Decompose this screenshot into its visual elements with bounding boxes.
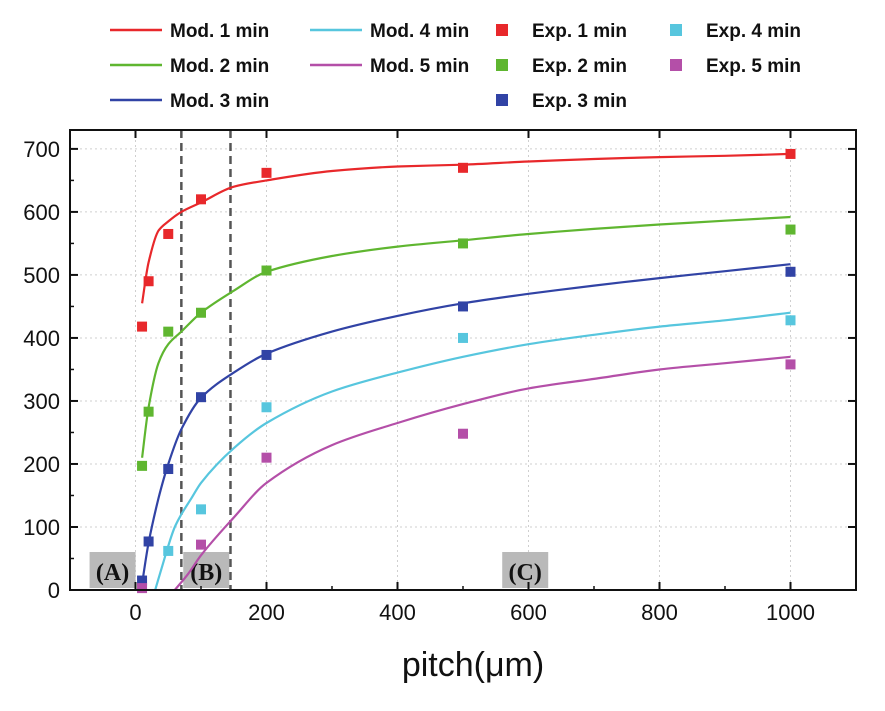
legend-label: Exp. 3 min bbox=[532, 91, 627, 112]
model-series-line-2 bbox=[141, 215, 791, 458]
region-label: (A) bbox=[96, 560, 129, 586]
region-label: (C) bbox=[509, 560, 542, 586]
exp-point-2 bbox=[785, 224, 796, 235]
exp-point-4 bbox=[458, 332, 468, 343]
exp-point-4 bbox=[163, 545, 174, 556]
region-label-box bbox=[89, 552, 136, 588]
y-tick-label: 500 bbox=[23, 263, 60, 288]
y-tick-label: 700 bbox=[23, 137, 60, 162]
exp-point-2 bbox=[261, 265, 272, 276]
legend-marker-5 bbox=[670, 59, 682, 71]
exp-point-4 bbox=[196, 504, 206, 515]
legend-label: Exp. 2 min bbox=[532, 56, 627, 77]
exp-point-1 bbox=[143, 276, 154, 287]
model-series-line-5 bbox=[173, 355, 791, 591]
legend-label: Mod. 4 min bbox=[370, 21, 469, 42]
x-tick-label: 0 bbox=[129, 600, 141, 625]
exp-point-3 bbox=[458, 301, 468, 312]
exp-point-1 bbox=[458, 162, 468, 173]
exp-point-1 bbox=[196, 194, 206, 205]
exp-point-2 bbox=[137, 460, 148, 471]
exp-point-5 bbox=[261, 452, 272, 463]
exp-point-3 bbox=[196, 392, 206, 403]
legend-label: Exp. 1 min bbox=[532, 21, 627, 42]
exp-point-3 bbox=[261, 349, 272, 360]
exp-point-3 bbox=[785, 266, 796, 277]
exp-point-3 bbox=[137, 575, 148, 586]
exp-point-1 bbox=[261, 167, 272, 178]
y-tick-label: 400 bbox=[23, 326, 60, 351]
exp-point-3 bbox=[143, 536, 154, 547]
exp-point-1 bbox=[163, 228, 174, 239]
x-tick-label: 400 bbox=[379, 600, 416, 625]
exp-point-5 bbox=[458, 428, 468, 439]
x-axis-label: pitch(μm) bbox=[402, 646, 544, 684]
legend-label: Mod. 3 min bbox=[170, 91, 269, 112]
legend-label: Mod. 2 min bbox=[170, 56, 269, 77]
y-tick-label: 100 bbox=[23, 515, 60, 540]
x-tick-label: 1000 bbox=[766, 600, 815, 625]
model-series-line-4 bbox=[154, 311, 791, 591]
exp-point-1 bbox=[785, 148, 796, 159]
model-series-line-3 bbox=[141, 263, 791, 584]
exp-point-1 bbox=[137, 321, 148, 332]
exp-point-5 bbox=[137, 583, 148, 594]
exp-point-5 bbox=[785, 359, 796, 370]
legend-marker-2 bbox=[496, 59, 508, 71]
y-tick-label: 0 bbox=[48, 578, 60, 603]
plot-frame bbox=[69, 129, 857, 591]
exp-point-2 bbox=[196, 307, 206, 318]
y-tick-label: 200 bbox=[23, 452, 60, 477]
exp-point-5 bbox=[196, 539, 206, 550]
legend-marker-1 bbox=[496, 24, 508, 36]
exp-point-4 bbox=[261, 402, 272, 413]
legend-marker-4 bbox=[670, 24, 682, 36]
legend-marker-3 bbox=[496, 94, 508, 106]
region-label-box bbox=[502, 552, 549, 588]
legend-label: Exp. 4 min bbox=[706, 21, 801, 42]
legend-label: Mod. 1 min bbox=[170, 21, 269, 42]
exp-point-2 bbox=[163, 326, 174, 337]
exp-point-4 bbox=[785, 315, 796, 326]
exp-point-2 bbox=[458, 238, 468, 249]
exp-point-3 bbox=[163, 464, 174, 475]
x-tick-label: 800 bbox=[641, 600, 678, 625]
legend-label: Exp. 5 min bbox=[706, 56, 801, 77]
x-tick-label: 200 bbox=[248, 600, 285, 625]
legend-label: Mod. 5 min bbox=[370, 56, 469, 77]
x-tick-label: 600 bbox=[510, 600, 547, 625]
y-tick-label: 600 bbox=[23, 200, 60, 225]
y-tick-label: 300 bbox=[23, 389, 60, 414]
model-series-line-1 bbox=[141, 152, 791, 304]
exp-point-2 bbox=[143, 406, 154, 417]
